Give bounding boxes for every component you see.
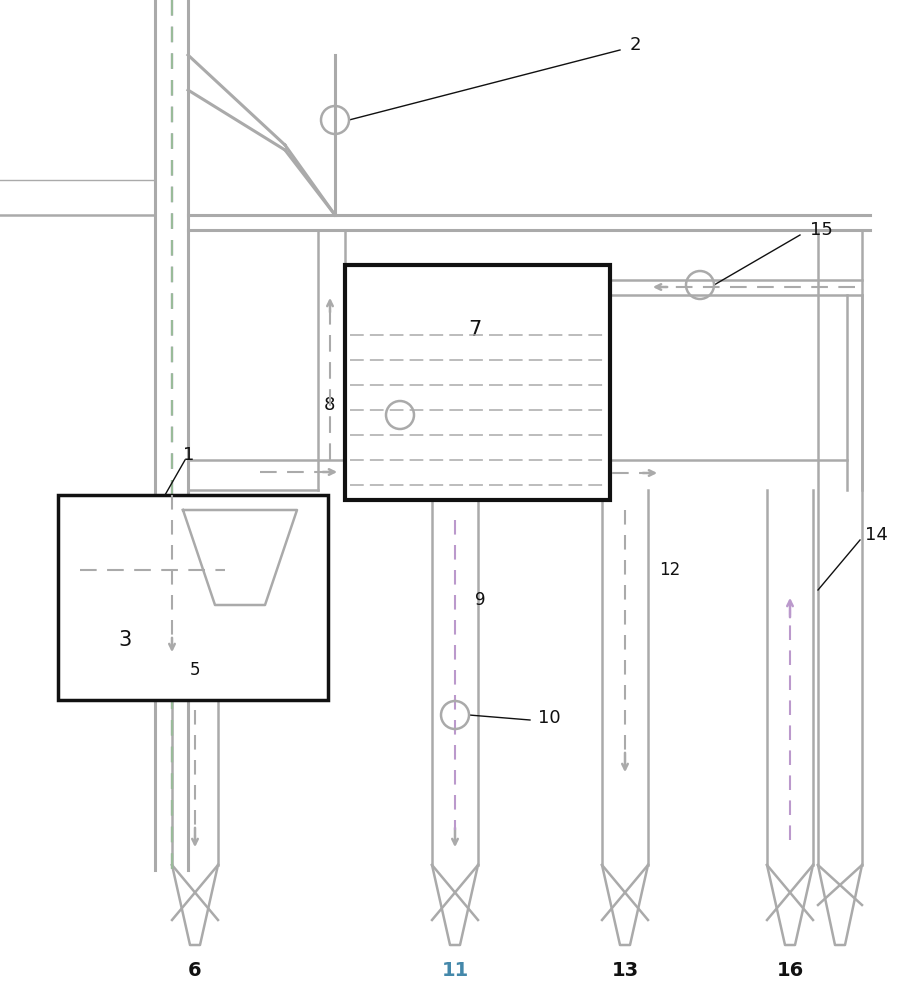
Text: 3: 3 [118, 630, 132, 650]
Text: 7: 7 [468, 320, 482, 340]
Polygon shape [183, 510, 297, 605]
Text: 13: 13 [612, 960, 638, 980]
Text: 11: 11 [442, 960, 469, 980]
Bar [345, 265, 610, 500]
Text: 10: 10 [538, 709, 561, 727]
Text: 6: 6 [188, 960, 202, 980]
Text: 15: 15 [810, 221, 833, 239]
Text: 5: 5 [190, 661, 201, 679]
Text: 4: 4 [234, 556, 245, 574]
Text: 2: 2 [630, 36, 641, 54]
Text: 9: 9 [474, 591, 485, 609]
Text: 12: 12 [660, 561, 681, 579]
Text: 8: 8 [323, 396, 335, 414]
Text: 16: 16 [777, 960, 803, 980]
Text: 1: 1 [183, 446, 194, 464]
Text: 14: 14 [865, 526, 888, 544]
Bar [58, 495, 328, 700]
